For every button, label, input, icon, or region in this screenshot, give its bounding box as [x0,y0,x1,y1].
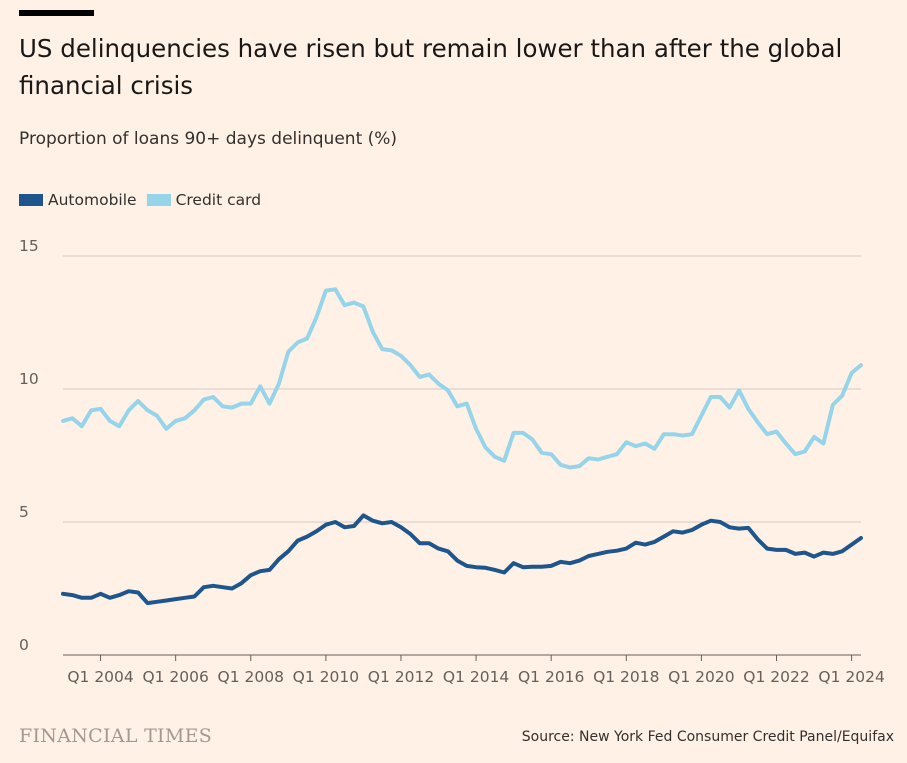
series-line-automobile [61,513,863,606]
legend-item-automobile: Automobile [19,191,137,209]
legend-item-credit-card: Credit card [146,191,262,209]
legend-label-automobile: Automobile [48,191,137,209]
legend-label-credit-card: Credit card [175,191,262,209]
legend-swatch-credit-card [146,194,171,206]
y-tick-label: 10 [19,370,39,388]
x-tick-label: Q1 2022 [743,668,809,686]
brand-bar [19,10,94,16]
x-tick-label: Q1 2010 [293,668,359,686]
x-tick-label: Q1 2024 [818,668,884,686]
x-tick-label: Q1 2018 [593,668,659,686]
chart-title: US delinquencies have risen but remain l… [19,34,843,100]
x-tick-label: Q1 2012 [368,668,434,686]
y-tick-label: 0 [19,636,29,654]
legend: Automobile Credit card [19,191,271,209]
x-tick-label: Q1 2016 [518,668,584,686]
y-tick-label: 15 [19,237,39,255]
chart-subtitle: Proportion of loans 90+ days delinquent … [19,129,398,149]
x-tick-label: Q1 2020 [668,668,734,686]
y-tick-label: 5 [19,503,29,521]
ft-logo: FINANCIAL TIMES [19,725,213,747]
series-line-credit-card [61,287,863,470]
x-tick-label: Q1 2014 [443,668,509,686]
legend-swatch-automobile [19,194,43,206]
x-tick-label: Q1 2004 [67,668,133,686]
x-tick-label: Q1 2006 [142,668,208,686]
x-tick-label: Q1 2008 [218,668,284,686]
source-note: Source: New York Fed Consumer Credit Pan… [521,729,894,745]
line-chart: 0 5 10 15 Q1 2004 Q1 2006 Q1 2008 Q1 2010 Q1 201… [19,237,885,686]
